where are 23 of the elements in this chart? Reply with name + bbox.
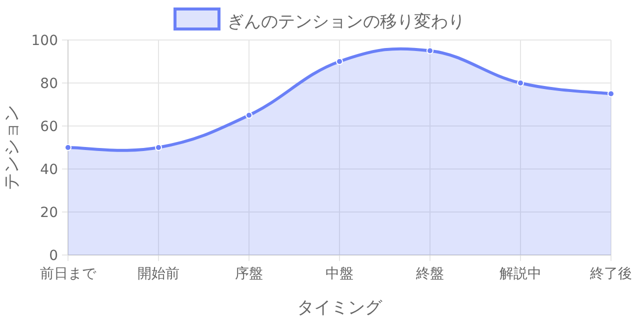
point — [155, 144, 162, 151]
legend-label: ぎんのテンションの移り変わり — [227, 12, 465, 32]
x-axis-title: タイミング — [297, 298, 383, 318]
x-tick-label: 前日まで — [40, 266, 97, 282]
x-tick-label: 序盤 — [235, 266, 263, 282]
point — [336, 58, 343, 65]
y-tick-label: 20 — [40, 205, 58, 221]
point — [246, 112, 252, 119]
y-axis-title: テンション — [2, 105, 22, 190]
y-tick-label: 0 — [49, 248, 58, 264]
point — [64, 144, 72, 151]
x-tick-label: 中盤 — [326, 266, 354, 282]
y-tick-label: 80 — [40, 76, 58, 92]
x-tick-label: 開始前 — [138, 266, 180, 282]
y-tick-label: 100 — [31, 33, 58, 49]
point — [426, 47, 434, 54]
x-tick-label: 終了後 — [589, 266, 632, 282]
y-tick-label: 60 — [40, 119, 58, 135]
point — [517, 80, 524, 86]
x-tick-label: 解説中 — [500, 266, 542, 282]
y-tick-label: 40 — [40, 162, 58, 178]
x-tick-label: 終盤 — [415, 266, 444, 282]
point — [608, 90, 614, 98]
